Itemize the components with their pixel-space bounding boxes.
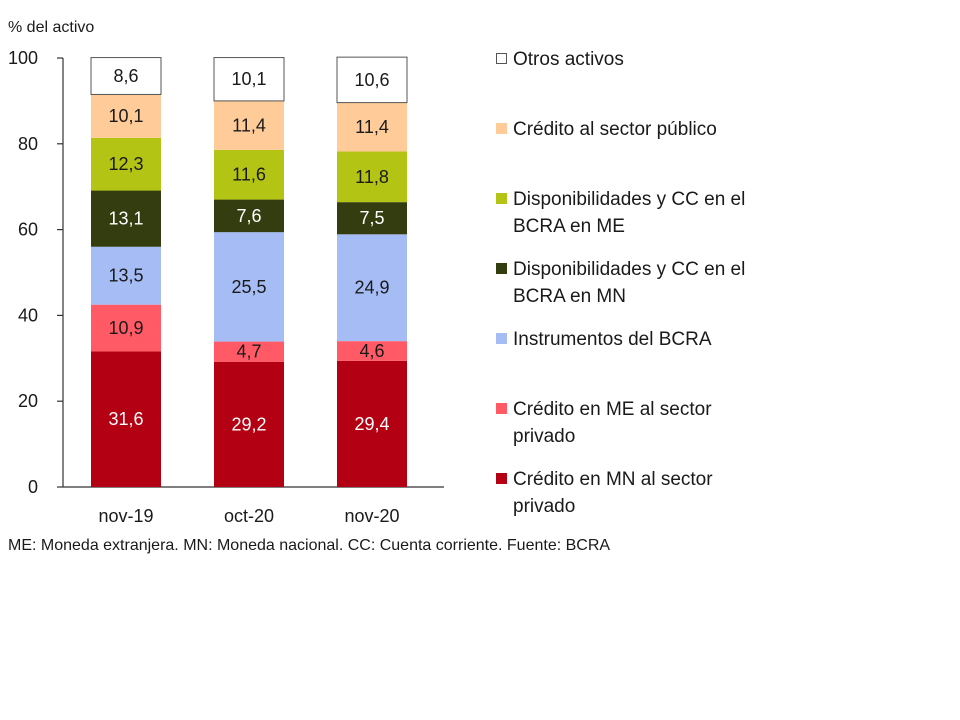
legend-swatch [496,193,507,204]
bar-segment [336,56,408,104]
legend-item: Disponibilidades y CC en el BCRA en ME [496,186,745,240]
bar-segment [91,246,161,305]
bar-segment [214,149,284,200]
legend-swatch [496,403,507,414]
bar-data-label: 8,6 [113,66,138,86]
legend-label: Crédito al sector público [513,119,717,140]
bar-data-label: 4,6 [359,341,384,361]
legend-label: Disponibilidades y CC en el BCRA en MN [513,259,746,307]
bar-segment [91,351,161,487]
bar-stack: 29,2 4,7 25,5 7,6 11,6 11,4 10,1 [213,57,285,487]
x-tick-label: nov-20 [344,506,399,526]
y-axis-title: % del activo [8,19,94,36]
bar-data-label: 12,3 [108,154,143,174]
bar-data-label: 11,4 [355,117,389,137]
legend-swatch [496,263,507,274]
legend-swatch [496,333,507,344]
legend-label: Instrumentos del BCRA [513,329,712,350]
legend-item: Crédito en MN al sector privado [496,466,713,520]
bar-segment [337,202,407,235]
bar-segment [214,232,284,342]
y-tick-label: 40 [18,305,38,325]
bar-segment [91,137,161,191]
legend-item: Instrumentos del BCRA [496,326,712,353]
y-tick-label: 60 [18,220,38,240]
bar-segment [91,94,161,138]
bar-data-label: 31,6 [108,409,143,429]
bar-data-label: 29,4 [354,414,389,434]
bar-data-label: 7,5 [359,208,384,228]
bar-segment [90,57,162,95]
bar-data-label: 29,2 [231,414,266,434]
legend-label: Otros activos [513,49,624,70]
bar-segment [214,100,284,150]
legend-swatch [496,123,507,134]
legend-label: Disponibilidades y CC en el BCRA en ME [513,189,746,237]
legend-label: Crédito en MN al sector privado [513,469,713,517]
legend-item: Disponibilidades y CC en el BCRA en MN [496,256,745,310]
footnote: ME: Moneda extranjera. MN: Moneda nacion… [8,537,611,554]
bar-segment [213,57,285,102]
legend-item: Otros activos [496,46,624,73]
y-tick-label: 0 [28,477,38,497]
bar-data-label: 11,8 [355,167,389,187]
bar-stack: 29,4 4,6 24,9 7,5 11,8 11,4 10,6 [336,56,408,487]
legend-label: Crédito en ME al sector privado [513,399,712,447]
bar-data-label: 24,9 [354,278,389,298]
bar-segment [337,102,407,152]
x-tick-label: nov-19 [98,506,153,526]
bar-data-label: 10,1 [231,69,266,89]
bar-segment [214,341,284,362]
bar-data-label: 25,5 [231,277,266,297]
bar-data-label: 10,6 [354,70,389,90]
x-tick-label: oct-20 [224,506,274,526]
bars: 31,6 10,9 13,5 13,1 12,3 10,1 8,6 29,2 4,7 25,5 7,… [90,56,408,487]
bar-data-label: 7,6 [236,206,261,226]
bar-segment [337,151,407,203]
bar-segment [337,360,407,487]
bar-data-label: 11,4 [232,115,266,135]
bar-segment [337,341,407,361]
legend-item: Crédito en ME al sector privado [496,396,712,450]
bar-segment [91,304,161,352]
legend-item: Crédito al sector público [496,116,717,143]
bar-data-label: 10,1 [108,106,143,126]
axes: 0 20 40 60 80 100 nov-19 oct-20 nov-20 [8,48,444,526]
bar-segment [214,361,284,487]
bar-stack: 31,6 10,9 13,5 13,1 12,3 10,1 8,6 [90,57,162,487]
bar-segment [91,190,161,247]
legend-swatch [496,53,507,64]
bar-data-label: 13,1 [108,209,143,229]
legend-swatch [496,473,507,484]
bar-data-label: 10,9 [108,318,143,338]
y-tick-label: 80 [18,134,38,154]
bar-segment [337,234,407,342]
y-tick-label: 20 [18,391,38,411]
bar-data-label: 4,7 [236,342,261,362]
bar-data-label: 13,5 [108,266,143,286]
bar-segment [214,199,284,233]
y-tick-label: 100 [8,48,38,68]
bar-data-label: 11,6 [232,165,266,185]
